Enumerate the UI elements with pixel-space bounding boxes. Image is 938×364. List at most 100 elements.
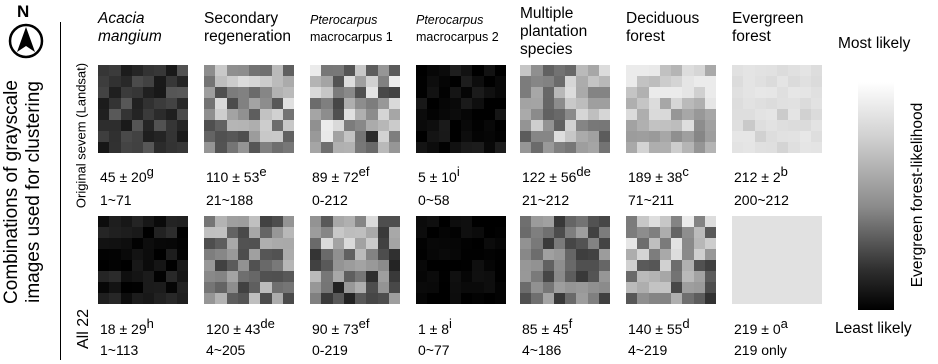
column-title-1: Acacia mangium	[98, 10, 162, 46]
column-title-line: Evergreen	[732, 10, 804, 27]
row-label-all22: All 22	[75, 308, 92, 350]
range-value: 4~186	[522, 342, 562, 358]
mean-sd-text: 18 ± 29	[100, 321, 147, 337]
likelihood-tile	[732, 65, 822, 153]
column-title-line: Secondary	[204, 10, 279, 27]
mean-sd-value: 90 ± 73ef	[312, 317, 369, 337]
column-title-4: Pterocarpus macrocarpus 2	[416, 12, 499, 46]
mean-sd-value: 120 ± 43de	[206, 317, 275, 337]
legend-axis-label: Evergreen forest-likelihood	[909, 102, 926, 288]
mean-sd-text: 5 ± 10	[418, 169, 457, 185]
mean-sd-text: 45 ± 20	[100, 169, 147, 185]
significance-letter: f	[568, 316, 573, 331]
likelihood-tile	[626, 216, 716, 304]
mean-sd-text: 1 ± 8	[418, 321, 450, 337]
likelihood-tile	[626, 65, 716, 153]
likelihood-tile	[732, 216, 822, 304]
column-title-line: species	[520, 41, 573, 58]
range-value: 4~205	[206, 342, 246, 358]
likelihood-tile	[520, 216, 610, 304]
mean-sd-value: 5 ± 10i	[418, 165, 460, 185]
significance-letter: a	[780, 316, 788, 331]
column-title-line: plantation	[520, 23, 588, 40]
mean-sd-value: 122 ± 56de	[522, 165, 591, 185]
column-title-2: Secondary regeneration	[204, 10, 291, 46]
column-title-line: Multiple	[520, 5, 574, 22]
likelihood-tile	[520, 65, 610, 153]
mean-sd-text: 110 ± 53	[206, 169, 260, 185]
separator-line	[60, 22, 61, 360]
significance-letter: b	[780, 164, 788, 179]
row-label-landsat: Original sevem (Landsat)	[73, 62, 89, 209]
mean-sd-text: 89 ± 72	[312, 169, 359, 185]
likelihood-tile	[204, 216, 294, 304]
likelihood-tile	[416, 216, 506, 304]
left-axis-line1: Combinations of grayscale	[1, 80, 22, 304]
north-arrow-icon: N	[4, 2, 48, 60]
mean-sd-value: 212 ± 2b	[734, 165, 788, 185]
column-title-line: regeneration	[204, 28, 292, 45]
range-value: 21~188	[206, 192, 254, 208]
likelihood-tile	[310, 216, 400, 304]
column-title-line: forest	[732, 28, 771, 45]
mean-sd-value: 1 ± 8i	[418, 317, 452, 337]
mean-sd-value: 189 ± 38c	[628, 165, 689, 185]
significance-letter: e	[259, 164, 267, 179]
mean-sd-text: 122 ± 56	[522, 169, 577, 185]
mean-sd-value: 85 ± 45f	[522, 317, 572, 337]
likelihood-colorbar	[858, 82, 894, 310]
column-title-line: Pterocarpus	[310, 13, 378, 27]
significance-letter: i	[449, 316, 452, 331]
mean-sd-text: 120 ± 43	[206, 321, 261, 337]
compass-letter: N	[17, 2, 30, 21]
column-title-3: Pterocarpus macrocarpus 1	[310, 12, 393, 46]
mean-sd-text: 140 ± 55	[628, 321, 683, 337]
left-axis-line2: images used for clustering	[23, 81, 44, 303]
significance-letter: de	[260, 316, 275, 331]
range-value: 0-219	[312, 342, 348, 358]
mean-sd-value: 18 ± 29h	[100, 317, 154, 337]
range-value: 200~212	[734, 192, 789, 208]
significance-letter: c	[682, 164, 689, 179]
significance-letter: d	[682, 316, 690, 331]
mean-sd-value: 110 ± 53e	[206, 165, 267, 185]
column-title-line: macrocarpus 2	[416, 30, 499, 44]
column-title-line: Acacia	[98, 10, 145, 27]
mean-sd-text: 189 ± 38	[628, 169, 683, 185]
range-value: 219 only	[734, 342, 787, 358]
range-value: 1~113	[100, 342, 139, 358]
column-title-7: Evergreen forest	[732, 10, 804, 46]
likelihood-tile	[98, 65, 188, 153]
range-value: 21~212	[522, 192, 570, 208]
column-title-5: Multiple plantation species	[520, 5, 587, 59]
significance-letter: ef	[358, 164, 370, 179]
likelihood-tile	[310, 65, 400, 153]
range-value: 4~219	[628, 342, 668, 358]
mean-sd-text: 85 ± 45	[522, 321, 569, 337]
legend-bottom-label: Least likely	[835, 320, 912, 337]
column-title-6: Deciduous forest	[626, 10, 699, 46]
likelihood-tile	[204, 65, 294, 153]
likelihood-tile	[98, 216, 188, 304]
column-title-line: forest	[626, 28, 665, 45]
significance-letter: h	[146, 316, 154, 331]
significance-letter: g	[146, 164, 154, 179]
likelihood-tile	[416, 65, 506, 153]
column-title-line: mangium	[98, 28, 162, 45]
column-title-line: Pterocarpus	[416, 13, 484, 27]
significance-letter: de	[576, 164, 591, 179]
range-value: 0~58	[418, 192, 450, 208]
mean-sd-value: 219 ± 0a	[734, 317, 788, 337]
column-title-line: Deciduous	[626, 10, 700, 27]
mean-sd-value: 89 ± 72ef	[312, 165, 369, 185]
mean-sd-text: 212 ± 2	[734, 169, 781, 185]
range-value: 71~211	[628, 192, 675, 208]
significance-letter: ef	[358, 316, 370, 331]
significance-letter: i	[456, 164, 460, 179]
column-title-line: macrocarpus 1	[310, 30, 393, 44]
mean-sd-text: 90 ± 73	[312, 321, 359, 337]
legend-top-label: Most likely	[838, 35, 911, 52]
mean-sd-value: 45 ± 20g	[100, 165, 154, 185]
left-axis-label: Combinations of grayscale images used fo…	[1, 37, 45, 347]
mean-sd-text: 219 ± 0	[734, 321, 781, 337]
